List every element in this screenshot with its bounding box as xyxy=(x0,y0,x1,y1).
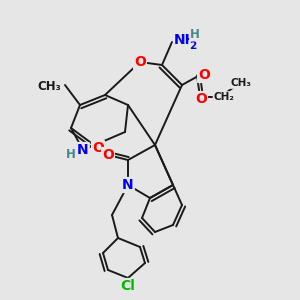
Text: 2: 2 xyxy=(189,41,196,51)
Text: Cl: Cl xyxy=(121,279,135,293)
Text: O: O xyxy=(195,92,207,106)
Text: O: O xyxy=(92,141,104,155)
Text: O: O xyxy=(102,148,114,162)
Text: CH₃: CH₃ xyxy=(230,78,251,88)
Text: CH₃: CH₃ xyxy=(37,80,61,94)
Text: NH: NH xyxy=(174,33,197,47)
Text: O: O xyxy=(134,55,146,69)
Text: H: H xyxy=(190,28,200,40)
Text: N: N xyxy=(122,178,134,192)
Text: CH₂: CH₂ xyxy=(214,92,234,102)
Text: N: N xyxy=(77,143,89,157)
Text: O: O xyxy=(198,68,210,82)
Text: H: H xyxy=(66,148,76,161)
